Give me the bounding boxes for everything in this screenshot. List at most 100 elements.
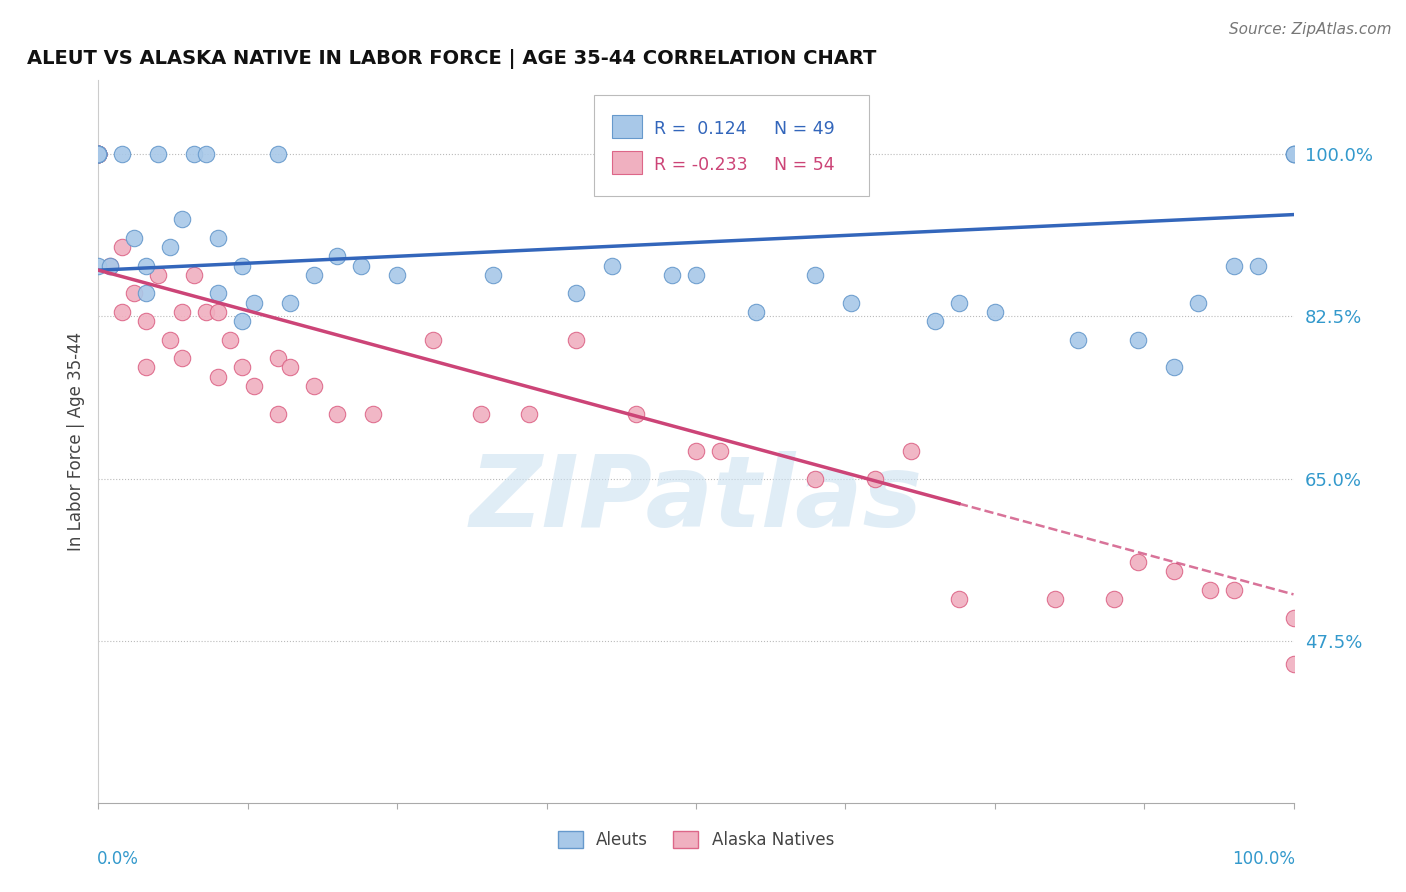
Point xyxy=(111,240,134,254)
Text: 100.0%: 100.0% xyxy=(1232,850,1295,868)
Point xyxy=(135,259,157,273)
FancyBboxPatch shape xyxy=(613,151,643,174)
Text: N = 54: N = 54 xyxy=(773,156,834,174)
Point xyxy=(207,369,229,384)
Point xyxy=(804,472,827,486)
FancyBboxPatch shape xyxy=(613,114,643,138)
Point xyxy=(207,305,229,319)
Point xyxy=(326,249,349,263)
Point xyxy=(87,147,110,161)
Point xyxy=(481,268,505,282)
Point xyxy=(602,259,624,273)
Point xyxy=(207,231,229,245)
Point xyxy=(87,147,110,161)
Point xyxy=(1223,259,1246,273)
Point xyxy=(87,147,110,161)
Point xyxy=(98,259,122,273)
Point xyxy=(87,147,110,161)
Point xyxy=(626,407,648,421)
Point xyxy=(1163,360,1185,375)
Point xyxy=(1199,582,1222,597)
Point xyxy=(87,147,110,161)
Point xyxy=(385,268,409,282)
Point xyxy=(219,333,242,347)
Text: ALEUT VS ALASKA NATIVE IN LABOR FORCE | AGE 35-44 CORRELATION CHART: ALEUT VS ALASKA NATIVE IN LABOR FORCE | … xyxy=(27,48,876,69)
Point xyxy=(267,147,290,161)
Point xyxy=(1043,592,1066,607)
Point xyxy=(231,314,253,328)
Point xyxy=(326,407,349,421)
Point xyxy=(135,360,157,375)
Point xyxy=(804,268,827,282)
Point xyxy=(350,259,373,273)
Point xyxy=(984,305,1007,319)
Point xyxy=(98,259,122,273)
Point xyxy=(195,147,218,161)
Point xyxy=(1128,333,1150,347)
Point xyxy=(1187,295,1209,310)
Point xyxy=(87,147,110,161)
Point xyxy=(267,407,290,421)
Point xyxy=(1247,259,1270,273)
Point xyxy=(1223,582,1246,597)
Text: Source: ZipAtlas.com: Source: ZipAtlas.com xyxy=(1229,22,1392,37)
Point xyxy=(1163,564,1185,578)
Point xyxy=(924,314,946,328)
Point xyxy=(172,305,194,319)
Point xyxy=(1282,147,1305,161)
Point xyxy=(900,443,922,458)
Point xyxy=(422,333,444,347)
Point xyxy=(278,360,301,375)
Point xyxy=(1282,657,1305,671)
Point xyxy=(565,286,588,301)
Point xyxy=(1282,147,1305,161)
Point xyxy=(87,147,110,161)
Point xyxy=(1282,147,1305,161)
Point xyxy=(87,147,110,161)
Point xyxy=(278,295,301,310)
Point xyxy=(148,268,170,282)
Point xyxy=(243,379,266,393)
Point xyxy=(87,147,110,161)
Point xyxy=(470,407,492,421)
Point xyxy=(363,407,385,421)
Point xyxy=(87,147,110,161)
Point xyxy=(135,286,157,301)
Point xyxy=(148,147,170,161)
Point xyxy=(87,147,110,161)
Point xyxy=(87,147,110,161)
Point xyxy=(302,268,325,282)
Text: R =  0.124: R = 0.124 xyxy=(654,120,747,138)
Point xyxy=(685,443,707,458)
Text: R = -0.233: R = -0.233 xyxy=(654,156,748,174)
FancyBboxPatch shape xyxy=(595,95,869,196)
Point xyxy=(135,314,157,328)
Point xyxy=(172,212,194,227)
Point xyxy=(195,305,218,319)
Point xyxy=(87,259,110,273)
Point xyxy=(124,231,146,245)
Point xyxy=(87,147,110,161)
Y-axis label: In Labor Force | Age 35-44: In Labor Force | Age 35-44 xyxy=(66,332,84,551)
Point xyxy=(685,268,707,282)
Point xyxy=(111,147,134,161)
Point xyxy=(231,259,253,273)
Point xyxy=(865,472,887,486)
Point xyxy=(841,295,863,310)
Point xyxy=(243,295,266,310)
Point xyxy=(1067,333,1090,347)
Point xyxy=(159,333,181,347)
Point xyxy=(517,407,540,421)
Point xyxy=(87,147,110,161)
Point xyxy=(267,351,290,366)
Point xyxy=(87,147,110,161)
Point xyxy=(87,147,110,161)
Point xyxy=(709,443,731,458)
Point xyxy=(87,147,110,161)
Point xyxy=(207,286,229,301)
Legend: Aleuts, Alaska Natives: Aleuts, Alaska Natives xyxy=(551,824,841,856)
Point xyxy=(302,379,325,393)
Point xyxy=(87,147,110,161)
Text: ZIPatlas: ZIPatlas xyxy=(470,450,922,548)
Point xyxy=(745,305,768,319)
